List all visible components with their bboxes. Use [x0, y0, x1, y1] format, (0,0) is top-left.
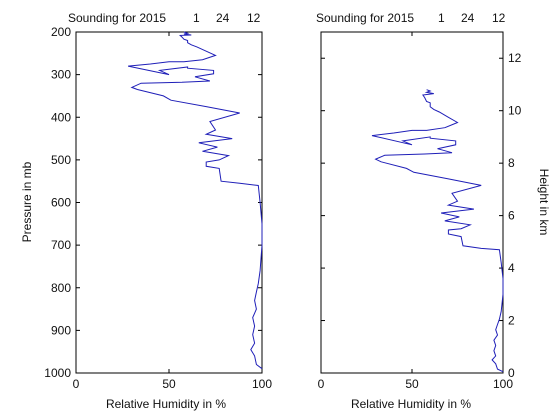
height-ticks — [320, 32, 504, 374]
pressure-x-tick-label-50: 50 — [162, 377, 176, 391]
height-plot-frame — [320, 31, 504, 374]
pressure-panel: 0 50 100 200 300 400 500 600 700 800 900 1000 Sound… — [20, 11, 272, 411]
left-y-axis-label: Pressure in mb — [20, 161, 34, 242]
pressure-y-tick-label-900: 900 — [51, 323, 71, 337]
right-y-axis-label: Height in km — [537, 169, 551, 236]
height-y-tick-label-6: 6 — [508, 209, 515, 223]
pressure-tick-labels: 0 50 100 200 300 400 500 600 700 800 900 1000 — [44, 25, 272, 391]
height-y-tick-label-2: 2 — [508, 314, 515, 328]
right-x-axis-label: Relative Humidity in % — [351, 397, 471, 411]
left-x-axis-label: Relative Humidity in % — [106, 397, 226, 411]
right-title-part1: 1 — [438, 11, 445, 25]
height-x-tick-label-50: 50 — [405, 377, 419, 391]
pressure-y-tick-label-400: 400 — [51, 110, 71, 124]
pressure-y-tick-label-800: 800 — [51, 281, 71, 295]
pressure-y-tick-label-200: 200 — [51, 25, 71, 39]
height-humidity-line — [371, 89, 504, 373]
height-y-tick-label-4: 4 — [508, 261, 515, 275]
height-x-tick-label-0: 0 — [318, 377, 325, 391]
pressure-y-tick-label-300: 300 — [51, 68, 71, 82]
pressure-y-tick-label-500: 500 — [51, 153, 71, 167]
height-x-tick-label-100: 100 — [493, 377, 513, 391]
left-title-prefix: Sounding for 2015 — [68, 11, 166, 25]
pressure-ticks — [75, 31, 263, 374]
height-y-tick-label-8: 8 — [508, 156, 515, 170]
pressure-y-tick-label-700: 700 — [51, 238, 71, 252]
pressure-y-tick-label-1000: 1000 — [44, 366, 71, 380]
pressure-plot-frame — [75, 31, 263, 374]
height-y-tick-label-0: 0 — [508, 366, 515, 380]
right-title-part2: 24 — [461, 11, 475, 25]
pressure-x-tick-label-100: 100 — [252, 377, 272, 391]
height-y-tick-label-10: 10 — [508, 104, 522, 118]
left-title-part1: 1 — [193, 11, 200, 25]
pressure-humidity-line — [127, 31, 263, 370]
height-y-tick-label-12: 12 — [508, 51, 522, 65]
pressure-x-tick-label-0: 0 — [73, 377, 80, 391]
left-title-part3: 12 — [247, 11, 261, 25]
right-title-part3: 12 — [492, 11, 506, 25]
pressure-y-tick-label-600: 600 — [51, 196, 71, 210]
left-title-part2: 24 — [216, 11, 230, 25]
right-title-prefix: Sounding for 2015 — [316, 11, 414, 25]
